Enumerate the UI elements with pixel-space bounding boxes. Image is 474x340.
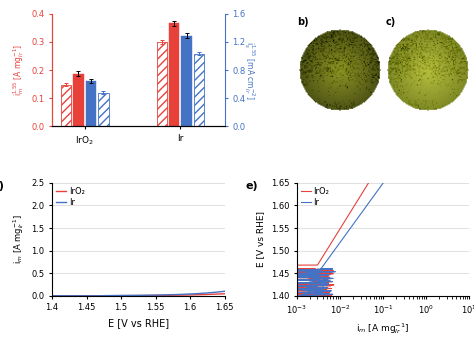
Ir (80, 294, 85, 298)
Y-axis label: i$_m^{1.55}$ [A mg$_{Ir}^{-1}$]: i$_m^{1.55}$ [A mg$_{Ir}^{-1}$] (11, 44, 26, 96)
X-axis label: E [V vs RHE]: E [V vs RHE] (108, 318, 169, 328)
Y-axis label: E [V vs RHE]: E [V vs RHE] (256, 211, 265, 267)
IrO₂ (310, 284, 315, 288)
Text: b): b) (297, 17, 309, 27)
IrO₂ (222, 292, 228, 296)
Line: IrO₂: IrO₂ (52, 294, 225, 296)
Text: c): c) (385, 17, 395, 27)
Line: IrO₂: IrO₂ (284, 182, 369, 298)
Ir (324, 296, 329, 300)
Ir (179, 292, 185, 296)
Bar (182, 36, 192, 126)
IrO₂ (352, 203, 357, 207)
Legend: IrO₂, Ir: IrO₂, Ir (301, 187, 329, 207)
IrO₂ (309, 296, 314, 300)
IrO₂ (326, 245, 332, 249)
Bar (194, 54, 204, 126)
IrO₂ (323, 249, 329, 253)
Ir (365, 203, 370, 207)
Ir (164, 293, 170, 297)
IrO₂ (164, 293, 170, 298)
Line: Ir: Ir (52, 291, 225, 296)
IrO₂ (80, 294, 85, 298)
Ir (128, 293, 133, 298)
Ir (151, 293, 156, 297)
Ir (334, 245, 340, 249)
Legend: IrO₂, Ir: IrO₂, Ir (56, 187, 85, 207)
Ir (382, 180, 387, 184)
Bar (169, 23, 180, 126)
IrO₂ (351, 205, 356, 209)
IrO₂ (179, 293, 185, 297)
Ir (355, 216, 361, 220)
IrO₂ (128, 293, 133, 298)
Text: e): e) (245, 181, 258, 191)
Text: d): d) (0, 181, 5, 191)
IrO₂ (366, 180, 372, 184)
Bar (73, 74, 84, 126)
Ir (93, 294, 99, 298)
Bar (61, 85, 71, 126)
IrO₂ (49, 294, 55, 298)
Bar (98, 92, 109, 126)
Ir (49, 294, 55, 298)
Ir (331, 249, 337, 253)
IrO₂ (344, 216, 349, 220)
Bar (156, 42, 167, 126)
Ir (363, 205, 368, 209)
Y-axis label: i$_m$ [A mg$_{Ir}^{-1}$]: i$_m$ [A mg$_{Ir}^{-1}$] (11, 215, 26, 264)
Ir (222, 289, 228, 293)
Line: Ir: Ir (284, 182, 384, 298)
Ir (294, 284, 300, 288)
X-axis label: i$_m$ [A mg$_{Ir}^{-1}$]: i$_m$ [A mg$_{Ir}^{-1}$] (356, 321, 410, 336)
Bar (86, 81, 96, 126)
IrO₂ (151, 293, 156, 298)
IrO₂ (93, 294, 99, 298)
Y-axis label: i$_s^{1.55}$ [mA cm$_{Ir}^{-2}$]: i$_s^{1.55}$ [mA cm$_{Ir}^{-2}$] (242, 40, 256, 100)
